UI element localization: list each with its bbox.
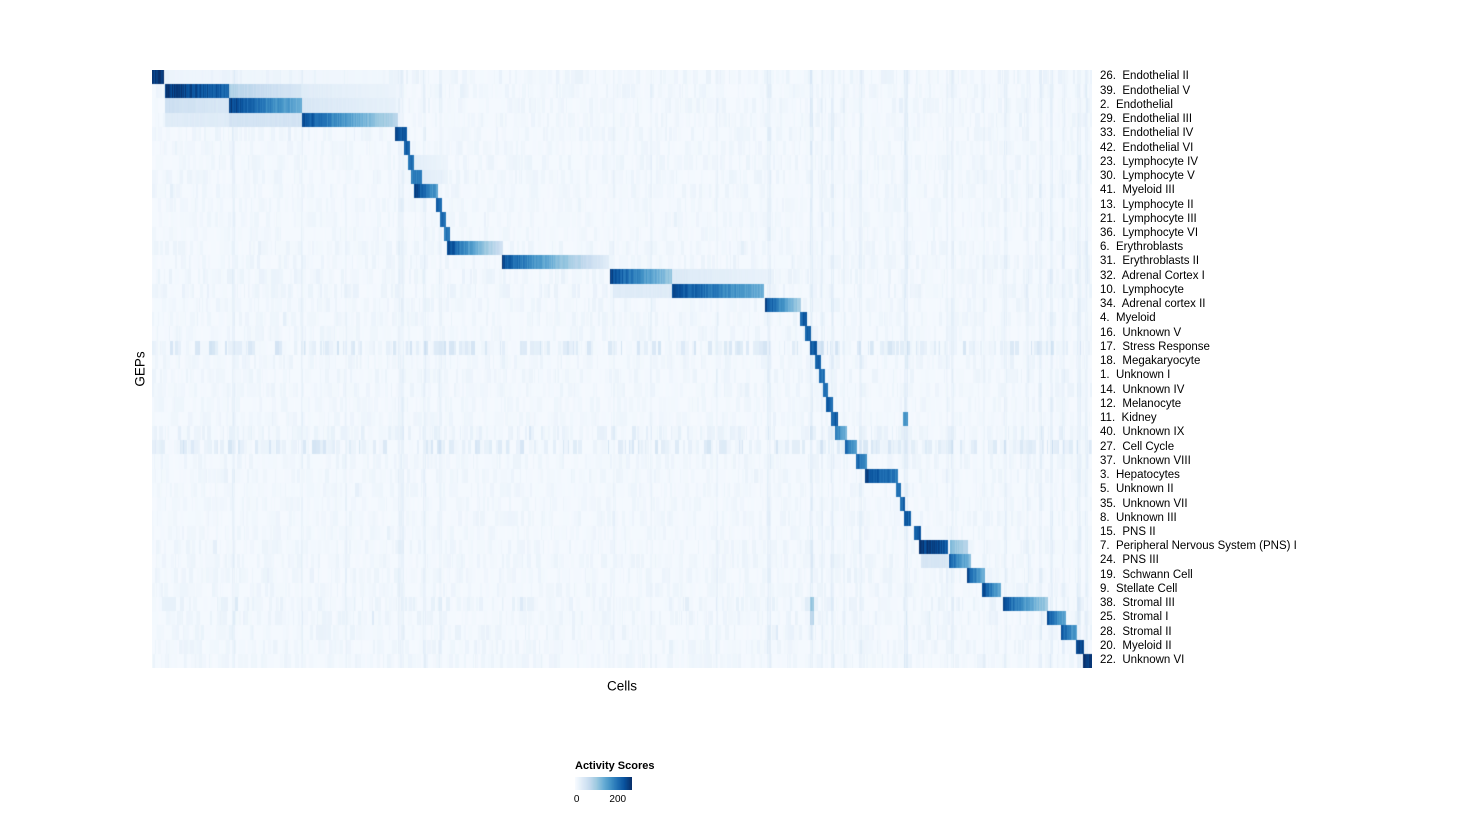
row-label: 23. Lymphocyte IV xyxy=(1100,155,1199,168)
row-label: 36. Lymphocyte VI xyxy=(1100,226,1199,239)
row-label: 24. PNS III xyxy=(1100,554,1159,567)
row-label: 12. Melanocyte xyxy=(1100,397,1182,410)
legend-ticks: 0 200 xyxy=(573,794,632,806)
row-label: 17. Stress Response xyxy=(1100,340,1210,353)
row-label: 40. Unknown IX xyxy=(1100,426,1185,439)
x-axis-label: Cells xyxy=(606,678,638,694)
row-label: 35. Unknown VII xyxy=(1100,497,1188,510)
row-label: 4. Myeloid xyxy=(1100,312,1156,325)
row-label: 5. Unknown II xyxy=(1100,483,1174,496)
row-label: 9. Stellate Cell xyxy=(1100,582,1178,595)
row-label: 16. Unknown V xyxy=(1100,326,1182,339)
row-label: 38. Stromal III xyxy=(1100,597,1175,610)
row-label: 34. Adrenal cortex II xyxy=(1100,298,1206,311)
legend-gradient xyxy=(575,777,632,790)
row-label: 10. Lymphocyte xyxy=(1100,283,1184,296)
row-label: 30. Lymphocyte V xyxy=(1100,170,1195,183)
row-label: 19. Schwann Cell xyxy=(1100,568,1193,581)
row-label: 29. Endothelial III xyxy=(1100,113,1193,126)
row-label: 3. Hepatocytes xyxy=(1100,469,1180,482)
row-label: 39. Endothelial V xyxy=(1100,84,1191,97)
row-label: 22. Unknown VI xyxy=(1100,654,1185,667)
row-label: 31. Erythroblasts II xyxy=(1100,255,1200,268)
row-label: 20. Myeloid II xyxy=(1100,639,1172,652)
row-label: 26. Endothelial II xyxy=(1100,70,1189,83)
row-label: 15. PNS II xyxy=(1100,525,1156,538)
row-labels: 26. Endothelial II 39. Endothelial V 2. En… xyxy=(1100,70,1457,668)
row-label: 27. Cell Cycle xyxy=(1100,440,1175,453)
legend-tick-0: 0 xyxy=(573,794,580,805)
row-label: 41. Myeloid III xyxy=(1100,184,1175,197)
row-label: 21. Lymphocyte III xyxy=(1100,212,1197,225)
row-label: 6. Erythroblasts xyxy=(1100,241,1184,254)
row-label: 11. Kidney xyxy=(1100,412,1157,425)
legend-title: Activity Scores xyxy=(575,760,655,772)
row-label: 33. Endothelial IV xyxy=(1100,127,1194,140)
row-label: 18. Megakaryocyte xyxy=(1100,355,1201,368)
row-label: 13. Lymphocyte II xyxy=(1100,198,1194,211)
row-label: 14. Unknown IV xyxy=(1100,383,1185,396)
row-label: 8. Unknown III xyxy=(1100,511,1177,524)
row-label: 25. Stromal I xyxy=(1100,611,1169,624)
legend-tick-200: 200 xyxy=(609,794,627,805)
heatmap xyxy=(152,70,1092,668)
row-label: 1. Unknown I xyxy=(1100,369,1171,382)
row-label: 32. Adrenal Cortex I xyxy=(1100,269,1205,282)
row-label: 28. Stromal II xyxy=(1100,625,1172,638)
row-label: 37. Unknown VIII xyxy=(1100,454,1191,467)
y-axis-label: GEPs xyxy=(132,351,148,387)
legend: Activity Scores 0 200 xyxy=(573,760,715,806)
row-label: 7. Peripheral Nervous System (PNS) I xyxy=(1100,540,1297,553)
row-label: 42. Endothelial VI xyxy=(1100,141,1194,154)
row-label: 2. Endothelial xyxy=(1100,98,1173,111)
